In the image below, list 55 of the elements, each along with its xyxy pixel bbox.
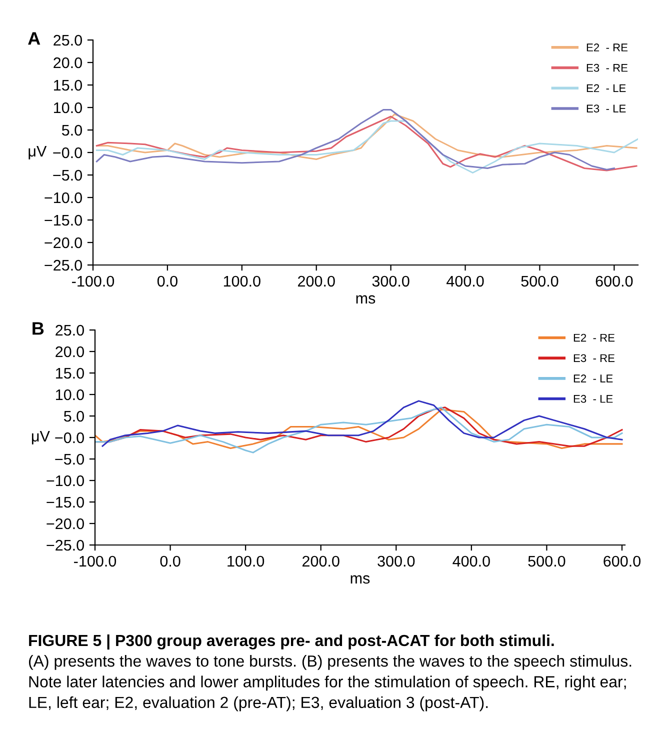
y-tick-label: −25.0 xyxy=(44,260,82,271)
legend-label: E2 - RE xyxy=(574,334,615,342)
y-tick-label: −0.0 xyxy=(53,147,82,158)
legend-label: E3 - RE xyxy=(574,354,615,362)
y-axis-title: μV xyxy=(32,430,50,444)
legend-label: E2 - RE xyxy=(586,44,628,52)
y-tick-label: −5.0 xyxy=(55,454,84,465)
legend-label: E3 - RE xyxy=(586,64,628,72)
x-axis-title: ms xyxy=(350,575,370,584)
x-tick-label: 200.0 xyxy=(298,276,335,287)
y-tick-label: −20.0 xyxy=(46,518,84,530)
x-tick-label: 500.0 xyxy=(521,276,558,287)
y-tick-label: 5.0 xyxy=(64,410,84,422)
x-tick-label: 0.0 xyxy=(157,276,178,287)
y-tick-label: −0.0 xyxy=(55,432,84,444)
x-tick-label: 200.0 xyxy=(302,556,340,567)
y-tick-label: −20.0 xyxy=(44,237,82,248)
x-tick-label: 600.0 xyxy=(604,556,641,567)
y-tick-label: 25.0 xyxy=(56,324,84,336)
line-series xyxy=(96,113,638,160)
y-tick-label: 5.0 xyxy=(62,124,82,136)
x-tick-label: 400.0 xyxy=(452,556,490,567)
legend-label: E3 - LE xyxy=(586,104,626,112)
y-tick-label: −10.0 xyxy=(46,475,84,486)
y-tick-label: −25.0 xyxy=(46,540,84,551)
text: (A) presents the waves to tone bursts. (B) presents the waves to the speech stimulus. Note later latencies and lower amplitudes for the stimulation of speech. RE, right ear; LE, left ear; E2, evaluation 2 (pre-AT); E3, evaluation 3 (post-AT). xyxy=(28,655,632,712)
legend-label: E2 - LE xyxy=(586,84,626,92)
y-tick-label: −5.0 xyxy=(53,170,82,181)
x-tick-label: 0.0 xyxy=(160,556,180,567)
y-tick-label: 15.0 xyxy=(56,368,84,379)
y-tick-label: −15.0 xyxy=(44,214,82,226)
y-tick-label: −10.0 xyxy=(44,192,82,204)
x-axis-title: ms xyxy=(356,295,376,304)
y-axis-title: μV xyxy=(28,146,47,160)
chart-title: A xyxy=(28,32,40,45)
x-tick-label: 300.0 xyxy=(378,556,415,567)
legend-label: E3 - LE xyxy=(574,394,613,403)
legend-label: E2 - LE xyxy=(574,374,613,382)
x-tick-label: 600.0 xyxy=(596,276,633,287)
y-tick-label: 15.0 xyxy=(54,80,82,91)
chart-title: B xyxy=(32,322,44,335)
x-tick-label: -100.0 xyxy=(72,276,114,287)
y-tick-label: 10.0 xyxy=(56,389,84,400)
y-tick-label: 20.0 xyxy=(56,346,84,358)
y-tick-label: −15.0 xyxy=(46,496,84,508)
x-tick-label: 100.0 xyxy=(224,276,260,287)
x-tick-label: 500.0 xyxy=(528,556,566,567)
y-tick-label: 25.0 xyxy=(54,34,82,46)
caption: FIGURE 5 | P300 group averages pre- and post-ACAT for both stimuli. xyxy=(29,634,554,650)
x-tick-label: 100.0 xyxy=(228,556,264,567)
y-tick-label: 10.0 xyxy=(54,102,82,114)
x-tick-label: -100.0 xyxy=(74,556,116,567)
x-tick-label: 300.0 xyxy=(372,276,410,287)
y-tick-label: 20.0 xyxy=(54,57,82,68)
x-tick-label: 400.0 xyxy=(446,276,484,287)
